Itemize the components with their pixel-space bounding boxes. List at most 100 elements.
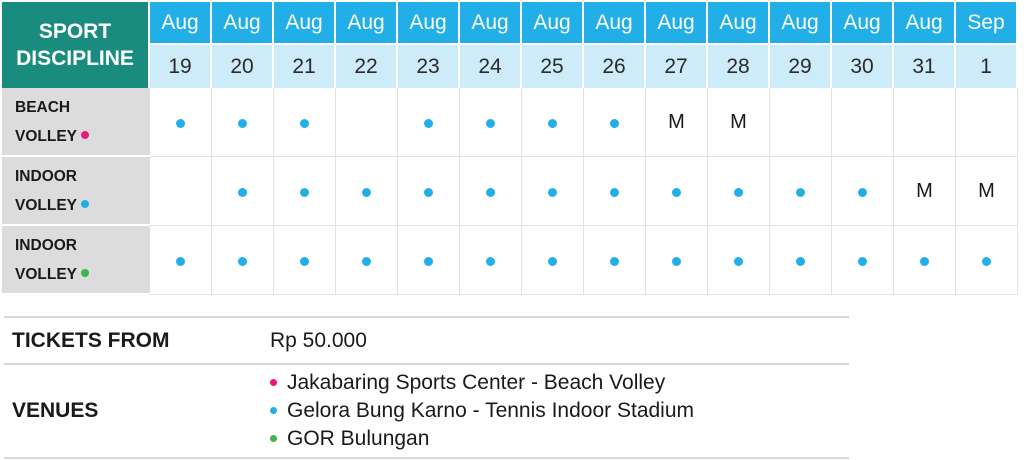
- schedule-cell: [832, 157, 894, 226]
- sport-name: VOLLEY: [15, 196, 78, 214]
- sport-discipline-header: SPORT DISCIPLINE: [2, 2, 150, 88]
- event-dot-icon: [238, 118, 247, 128]
- venue-bullet-icon: [270, 406, 277, 414]
- day-cell: 23: [398, 45, 460, 88]
- venues-list: Jakabaring Sports Center - Beach Volley G…: [270, 364, 849, 459]
- event-dot-icon: [920, 256, 929, 266]
- month-cell: Aug: [398, 2, 460, 45]
- sport-line: INDOOR: [15, 167, 77, 185]
- event-dot-icon: [610, 118, 619, 128]
- month-cell: Aug: [894, 2, 956, 45]
- venue-bullet-icon: [270, 378, 277, 386]
- schedule-cell: [460, 88, 522, 157]
- month-cell: Aug: [274, 2, 336, 45]
- event-dot-icon: [362, 187, 371, 197]
- day-cell: 1: [956, 45, 1018, 88]
- day-cell: 24: [460, 45, 522, 88]
- event-dot-icon: [176, 118, 185, 128]
- schedule-cell: [150, 157, 212, 226]
- month-cell: Aug: [336, 2, 398, 45]
- schedule-cell: M: [956, 157, 1018, 226]
- medal-marker: M: [978, 179, 995, 202]
- day-cell: 25: [522, 45, 584, 88]
- event-dot-icon: [362, 256, 371, 266]
- schedule-cell: [274, 88, 336, 157]
- day-cell: 21: [274, 45, 336, 88]
- schedule-cell: [894, 226, 956, 295]
- day-cell: 19: [150, 45, 212, 88]
- schedule-cell: [708, 157, 770, 226]
- day-cell: 30: [832, 45, 894, 88]
- event-dot-icon: [734, 256, 743, 266]
- schedule-cell: [212, 88, 274, 157]
- month-cell: Aug: [212, 2, 274, 45]
- schedule-cell: [522, 226, 584, 295]
- header-line: SPORT: [38, 20, 112, 43]
- event-dot-icon: [672, 187, 681, 197]
- month-cell: Sep: [956, 2, 1018, 45]
- month-cell: Aug: [708, 2, 770, 45]
- schedule-cell: [460, 157, 522, 226]
- schedule-cell: [212, 226, 274, 295]
- event-dot-icon: [424, 256, 433, 266]
- schedule-cell: [336, 226, 398, 295]
- event-dot-icon: [300, 256, 309, 266]
- tickets-label: TICKETS FROM: [4, 316, 270, 365]
- schedule-cell: M: [708, 88, 770, 157]
- venues-row: VENUES Jakabaring Sports Center - Beach …: [4, 364, 849, 459]
- sport-row: INDOOR VOLLEY: [2, 226, 1018, 295]
- tickets-value: Rp 50.000: [270, 316, 849, 365]
- event-dot-icon: [300, 118, 309, 128]
- event-dot-icon: [734, 187, 743, 197]
- medal-marker: M: [668, 110, 685, 133]
- schedule-cell: [770, 226, 832, 295]
- venue-bullet-icon: [81, 269, 90, 278]
- schedule-cell: [894, 88, 956, 157]
- month-cell: Aug: [832, 2, 894, 45]
- event-dot-icon: [486, 187, 495, 197]
- day-cell: 28: [708, 45, 770, 88]
- tickets-row: TICKETS FROM Rp 50.000: [4, 316, 849, 365]
- month-cell: Aug: [150, 2, 212, 45]
- event-dot-icon: [796, 256, 805, 266]
- event-dot-icon: [982, 256, 991, 266]
- month-cell: Aug: [584, 2, 646, 45]
- schedule-cell: [150, 88, 212, 157]
- venue-name: Jakabaring Sports Center - Beach Volley: [287, 371, 666, 394]
- schedule-cell: [398, 226, 460, 295]
- event-dot-icon: [858, 256, 867, 266]
- schedule-cell: [460, 226, 522, 295]
- event-dot-icon: [176, 256, 185, 266]
- day-cell: 31: [894, 45, 956, 88]
- sport-line: BEACH: [15, 98, 71, 116]
- schedule-cell: [646, 157, 708, 226]
- venue-item: Jakabaring Sports Center - Beach Volley: [270, 369, 849, 397]
- event-dot-icon: [238, 187, 247, 197]
- venue-bullet-icon: [270, 434, 277, 442]
- schedule-cell: [336, 157, 398, 226]
- sport-line: INDOOR: [15, 236, 77, 254]
- venue-name: Gelora Bung Karno - Tennis Indoor Stadiu…: [287, 399, 695, 422]
- venue-bullet-icon: [81, 131, 90, 140]
- day-cell: 27: [646, 45, 708, 88]
- event-dot-icon: [610, 256, 619, 266]
- sport-label: BEACH VOLLEY: [2, 88, 150, 157]
- event-dot-icon: [486, 256, 495, 266]
- sport-line: VOLLEY: [15, 191, 150, 220]
- day-row: 19 20 21 22 23 24 25 26 27 28 29 30 31 1: [2, 45, 1018, 88]
- event-dot-icon: [300, 187, 309, 197]
- event-dot-icon: [548, 187, 557, 197]
- sport-row: BEACH VOLLEY M M: [2, 88, 1018, 157]
- schedule-cell: [522, 157, 584, 226]
- schedule-cell: [398, 88, 460, 157]
- event-dot-icon: [486, 118, 495, 128]
- schedule-cell: [584, 157, 646, 226]
- schedule-cell: [956, 226, 1018, 295]
- venues-label: VENUES: [4, 364, 270, 459]
- month-cell: Aug: [646, 2, 708, 45]
- schedule-cell: [832, 226, 894, 295]
- schedule-cell: [274, 157, 336, 226]
- sport-row: INDOOR VOLLEY M M: [2, 157, 1018, 226]
- event-dot-icon: [548, 256, 557, 266]
